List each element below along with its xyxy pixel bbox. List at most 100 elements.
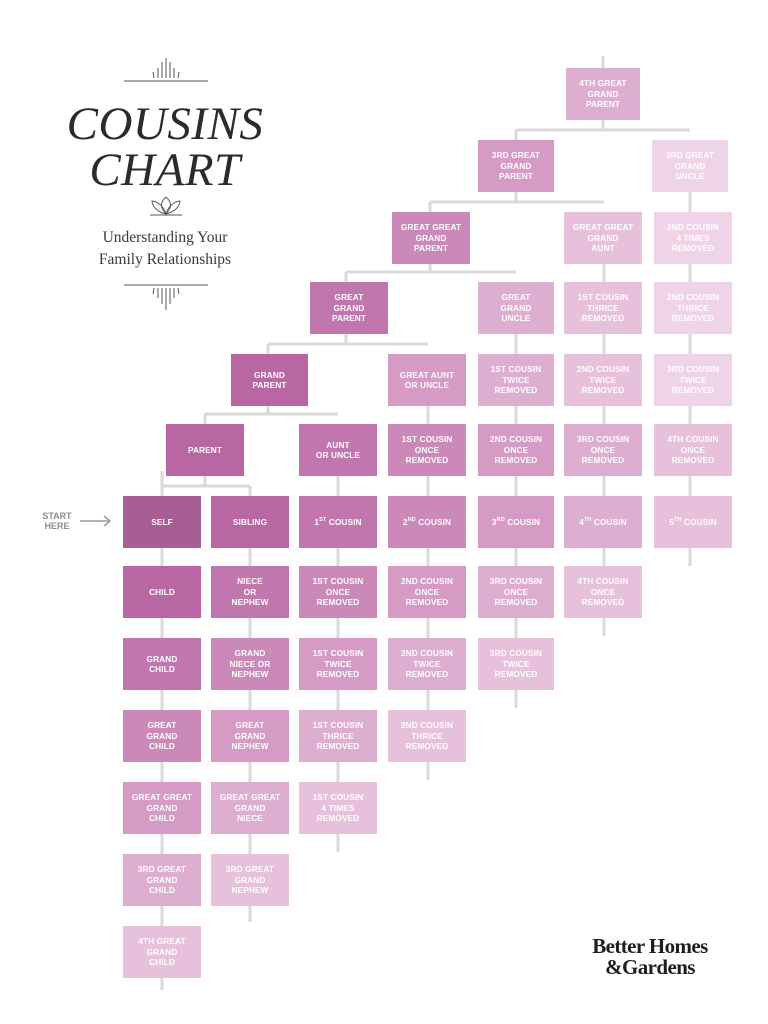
box-2c-2r: 2ND COUSIN TWICE REMOVED (388, 638, 466, 690)
box-2c-3r: 2ND COUSIN THRICE REMOVED (388, 710, 466, 762)
box-3g-gchild: 3RD GREAT GRAND CHILD (123, 854, 201, 906)
box-label: GRAND NIECE OR NEPHEW (229, 648, 271, 680)
start-here-label: START HERE (42, 511, 72, 531)
box-label: 1ST COUSIN TWICE REMOVED (312, 648, 364, 680)
box-label: 1ST COUSIN THRICE REMOVED (577, 292, 629, 324)
box-3c-1r-up: 3RD COUSIN ONCE REMOVED (564, 424, 642, 476)
box-3c-1r: 3RD COUSIN ONCE REMOVED (478, 566, 554, 618)
box-niece: NIECE OR NEPHEW (211, 566, 289, 618)
box-label: 4TH GREAT GRAND CHILD (138, 936, 186, 968)
box-child: CHILD (123, 566, 201, 618)
box-gggniece: GREAT GREAT GRAND NIECE (211, 782, 289, 834)
box-self: SELF (123, 496, 201, 548)
box-label: 4TH COUSIN ONCE REMOVED (577, 576, 629, 608)
box-3c-2r-up: 3RD COUSIN TWICE REMOVED (654, 354, 732, 406)
box-2c-3r-up: 2ND COUSIN THRICE REMOVED (654, 282, 732, 334)
box-c2: 2ND COUSIN (388, 496, 466, 548)
box-1c-1r-up: 1ST COUSIN ONCE REMOVED (388, 424, 466, 476)
box-3g-gu: 3RD GREAT GRAND UNCLE (652, 140, 728, 192)
box-label: CHILD (149, 586, 175, 597)
box-c3: 3RD COUSIN (478, 496, 554, 548)
box-gggchild: GREAT GREAT GRAND CHILD (123, 782, 201, 834)
box-label: 3RD COUSIN ONCE REMOVED (576, 434, 630, 466)
box-c5: 5TH COUSIN (654, 496, 732, 548)
lotus-ornament (150, 196, 182, 216)
box-g-gp: GREAT GRAND PARENT (310, 282, 388, 334)
box-label: GREAT GRAND PARENT (331, 292, 367, 324)
box-label: 4TH COUSIN (579, 516, 627, 527)
box-label: GREAT GRAND NEPHEW (231, 720, 269, 752)
box-label: NIECE OR NEPHEW (231, 576, 269, 608)
subtitle-line-1: Understanding Your (102, 229, 228, 246)
box-aunt: AUNT OR UNCLE (299, 424, 377, 476)
box-ggnephew: GREAT GRAND NEPHEW (211, 710, 289, 762)
box-label: 3RD GREAT GRAND NEPHEW (225, 864, 275, 896)
box-label: 4TH GREAT GRAND PARENT (579, 78, 627, 110)
box-1c-3r-up: 1ST COUSIN THRICE REMOVED (564, 282, 642, 334)
box-label: GREAT AUNT OR UNCLE (399, 369, 455, 390)
box-label: 4TH COUSIN ONCE REMOVED (667, 434, 719, 466)
box-label: GREAT GREAT GRAND PARENT (400, 222, 462, 254)
box-1c-1r: 1ST COUSIN ONCE REMOVED (299, 566, 377, 618)
box-gniece: GRAND NIECE OR NEPHEW (211, 638, 289, 690)
box-1c-3r: 1ST COUSIN THRICE REMOVED (299, 710, 377, 762)
box-label: 1ST COUSIN THRICE REMOVED (312, 720, 364, 752)
box-label: 5TH COUSIN (669, 516, 717, 527)
box-label: 3RD GREAT GRAND CHILD (137, 864, 187, 896)
sunburst-ornament-bottom (124, 284, 208, 310)
box-gg-ga: GREAT GREAT GRAND AUNT (564, 212, 642, 264)
box-3g-gp: 3RD GREAT GRAND PARENT (478, 140, 554, 192)
box-label: GREAT GREAT GRAND CHILD (131, 792, 193, 824)
box-label: GREAT GRAND UNCLE (500, 292, 532, 324)
box-4c-1r: 4TH COUSIN ONCE REMOVED (564, 566, 642, 618)
box-parent: PARENT (166, 424, 244, 476)
box-c4: 4TH COUSIN (564, 496, 642, 548)
box-3g-gnephew: 3RD GREAT GRAND NEPHEW (211, 854, 289, 906)
start-arrow (80, 515, 112, 527)
box-label: 2ND COUSIN (402, 516, 452, 527)
box-gchild: GRAND CHILD (123, 638, 201, 690)
box-label: SIBLING (232, 516, 268, 527)
box-label: 3RD COUSIN TWICE REMOVED (489, 648, 543, 680)
box-label: 1ST COUSIN TWICE REMOVED (490, 364, 542, 396)
box-label: 3RD GREAT GRAND UNCLE (665, 150, 715, 182)
box-label: SELF (151, 516, 173, 527)
box-gg-gp: GREAT GREAT GRAND PARENT (392, 212, 470, 264)
box-2c-4r: 2ND COUSIN 4 TIMES REMOVED (654, 212, 732, 264)
box-label: AUNT OR UNCLE (315, 439, 361, 460)
box-1c-4r: 1ST COUSIN 4 TIMES REMOVED (299, 782, 377, 834)
box-label: 1ST COUSIN ONCE REMOVED (401, 434, 453, 466)
box-3c-2r: 3RD COUSIN TWICE REMOVED (478, 638, 554, 690)
box-label: 3RD COUSIN ONCE REMOVED (489, 576, 543, 608)
box-c1: 1ST COUSIN (299, 496, 377, 548)
box-2c-2r-up: 2ND COUSIN TWICE REMOVED (564, 354, 642, 406)
box-1c-2r-up: 1ST COUSIN TWICE REMOVED (478, 354, 554, 406)
brand-line-2: &Gardens (605, 955, 695, 979)
box-2c-1r-up: 2ND COUSIN ONCE REMOVED (478, 424, 554, 476)
box-4c-1r-up: 4TH COUSIN ONCE REMOVED (654, 424, 732, 476)
box-gp: GRAND PARENT (231, 354, 308, 406)
box-label: 2ND COUSIN TWICE REMOVED (576, 364, 630, 396)
box-label: 1ST COUSIN ONCE REMOVED (312, 576, 364, 608)
box-g-gu: GREAT GRAND UNCLE (478, 282, 554, 334)
subtitle-line-2: Family Relationships (98, 251, 232, 268)
box-2c-1r: 2ND COUSIN ONCE REMOVED (388, 566, 466, 618)
title-line-2: CHART (89, 144, 241, 196)
box-label: GRAND PARENT (252, 369, 287, 390)
box-label: 2ND COUSIN ONCE REMOVED (489, 434, 543, 466)
box-ga: GREAT AUNT OR UNCLE (388, 354, 466, 406)
box-sibling: SIBLING (211, 496, 289, 548)
box-label: 2ND COUSIN TWICE REMOVED (400, 648, 454, 680)
box-label: GREAT GRAND CHILD (146, 720, 178, 752)
box-label: 3RD COUSIN (491, 516, 541, 527)
box-label: GRAND CHILD (146, 653, 178, 674)
brand-line-1: Better Homes (592, 934, 708, 958)
box-label: 3RD COUSIN TWICE REMOVED (666, 364, 720, 396)
box-1c-2r: 1ST COUSIN TWICE REMOVED (299, 638, 377, 690)
box-label: 1ST COUSIN 4 TIMES REMOVED (312, 792, 364, 824)
box-4g-gp: 4TH GREAT GRAND PARENT (566, 68, 640, 120)
box-label: 2ND COUSIN THRICE REMOVED (666, 292, 720, 324)
box-label: 2ND COUSIN ONCE REMOVED (400, 576, 454, 608)
box-label: 2ND COUSIN 4 TIMES REMOVED (666, 222, 720, 254)
box-label: 1ST COUSIN (314, 516, 362, 527)
